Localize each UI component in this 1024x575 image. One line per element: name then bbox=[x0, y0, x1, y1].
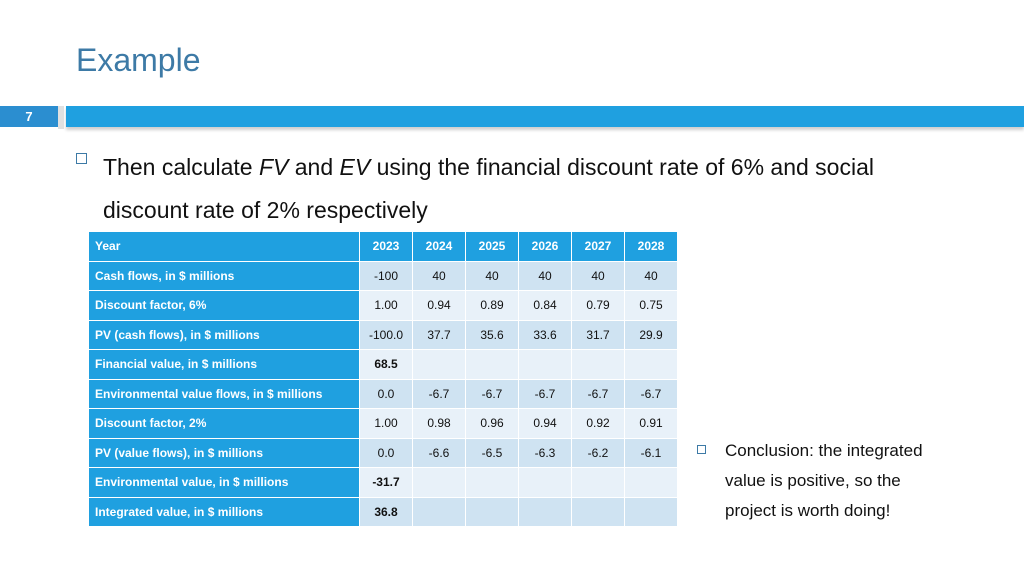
table-cell: -6.7 bbox=[571, 378, 625, 409]
conclusion-text: Conclusion: the integrated value is posi… bbox=[725, 441, 923, 520]
table-cell: 40 bbox=[571, 260, 625, 291]
table-row: Integrated value, in $ millions 36.8 bbox=[88, 496, 678, 527]
table-cell: 1.00 bbox=[359, 408, 413, 439]
header-cell-year-2028: 2028 bbox=[624, 231, 678, 262]
row-label: Cash flows, in $ millions bbox=[88, 260, 360, 291]
table-cell: 40 bbox=[412, 260, 466, 291]
main-bullet-text: Then calculate FV and EV using the finan… bbox=[103, 146, 926, 232]
row-label: Environmental value, in $ millions bbox=[88, 467, 360, 498]
table-cell: 0.96 bbox=[465, 408, 519, 439]
slide-number-shadow bbox=[58, 106, 64, 129]
table-cell: 40 bbox=[624, 260, 678, 291]
table-cell: 29.9 bbox=[624, 319, 678, 350]
table-cell: -6.6 bbox=[412, 437, 466, 468]
table-cell: -6.3 bbox=[518, 437, 572, 468]
square-bullet-icon bbox=[697, 445, 706, 454]
table-cell bbox=[518, 349, 572, 380]
table-cell: 0.75 bbox=[624, 290, 678, 321]
table-cell bbox=[624, 349, 678, 380]
table-cell: 68.5 bbox=[359, 349, 413, 380]
table-cell: 0.0 bbox=[359, 378, 413, 409]
table-cell: 0.94 bbox=[412, 290, 466, 321]
row-label: Financial value, in $ millions bbox=[88, 349, 360, 380]
header-cell-year-2026: 2026 bbox=[518, 231, 572, 262]
table-cell: -100 bbox=[359, 260, 413, 291]
table-cell: 31.7 bbox=[571, 319, 625, 350]
table-cell bbox=[518, 467, 572, 498]
main-bullet-suffix: using the financial discount rate of 6% … bbox=[103, 154, 874, 223]
table-cell: 36.8 bbox=[359, 496, 413, 527]
table-cell bbox=[412, 467, 466, 498]
main-bullet: Then calculate FV and EV using the finan… bbox=[76, 146, 926, 232]
table-row: PV (value flows), in $ millions 0.0 -6.6 -6… bbox=[88, 437, 678, 468]
table-cell bbox=[465, 467, 519, 498]
row-label: Discount factor, 2% bbox=[88, 408, 360, 439]
row-label: Environmental value flows, in $ millions bbox=[88, 378, 360, 409]
table-cell bbox=[412, 349, 466, 380]
table-cell: 40 bbox=[518, 260, 572, 291]
table-cell: 33.6 bbox=[518, 319, 572, 350]
table-cell bbox=[465, 496, 519, 527]
table-cell bbox=[571, 467, 625, 498]
slide-title: Example bbox=[76, 42, 201, 78]
table-row: PV (cash flows), in $ millions -100.0 37.7… bbox=[88, 319, 678, 350]
table-row: Financial value, in $ millions 68.5 bbox=[88, 349, 678, 380]
header-cell-year-2025: 2025 bbox=[465, 231, 519, 262]
row-label: Integrated value, in $ millions bbox=[88, 496, 360, 527]
ev-term: EV bbox=[339, 154, 371, 180]
row-label: PV (cash flows), in $ millions bbox=[88, 319, 360, 350]
table-cell: -31.7 bbox=[359, 467, 413, 498]
table-cell: -100.0 bbox=[359, 319, 413, 350]
table-cell: 0.84 bbox=[518, 290, 572, 321]
table-cell: 1.00 bbox=[359, 290, 413, 321]
table-cell: 0.94 bbox=[518, 408, 572, 439]
header-band bbox=[66, 106, 1024, 127]
table-cell: -6.7 bbox=[465, 378, 519, 409]
table-cell bbox=[624, 496, 678, 527]
table-cell: -6.2 bbox=[571, 437, 625, 468]
table-cell: 37.7 bbox=[412, 319, 466, 350]
valuation-table: Year 2023 2024 2025 2026 2027 2028 Cash … bbox=[88, 231, 678, 527]
row-label: PV (value flows), in $ millions bbox=[88, 437, 360, 468]
table-cell: -6.7 bbox=[412, 378, 466, 409]
main-bullet-middle: and bbox=[288, 154, 340, 180]
table-cell bbox=[624, 467, 678, 498]
table-cell: 0.79 bbox=[571, 290, 625, 321]
fv-term: FV bbox=[258, 154, 289, 180]
table-cell: 0.98 bbox=[412, 408, 466, 439]
table-cell: -6.7 bbox=[518, 378, 572, 409]
table-cell: 0.91 bbox=[624, 408, 678, 439]
table-row: Environmental value flows, in $ millions… bbox=[88, 378, 678, 409]
header-cell-year-2024: 2024 bbox=[412, 231, 466, 262]
table-cell: 40 bbox=[465, 260, 519, 291]
table-cell: -6.7 bbox=[624, 378, 678, 409]
header-cell-year-2023: 2023 bbox=[359, 231, 413, 262]
row-label: Discount factor, 6% bbox=[88, 290, 360, 321]
table-row: Cash flows, in $ millions -100 40 40 40 40 40 bbox=[88, 260, 678, 291]
table-cell bbox=[412, 496, 466, 527]
table-cell: 35.6 bbox=[465, 319, 519, 350]
table-cell: -6.5 bbox=[465, 437, 519, 468]
table-cell: 0.89 bbox=[465, 290, 519, 321]
header-cell-year: Year bbox=[88, 231, 360, 262]
table-cell bbox=[518, 496, 572, 527]
table-row: Environmental value, in $ millions -31.7 bbox=[88, 467, 678, 498]
square-bullet-icon bbox=[76, 153, 87, 164]
slide-number: 7 bbox=[0, 106, 58, 127]
table-cell bbox=[571, 496, 625, 527]
header-cell-year-2027: 2027 bbox=[571, 231, 625, 262]
table-header-row: Year 2023 2024 2025 2026 2027 2028 bbox=[88, 231, 678, 262]
table-cell: 0.92 bbox=[571, 408, 625, 439]
table-row: Discount factor, 6% 1.00 0.94 0.89 0.84 0.79 0… bbox=[88, 290, 678, 321]
conclusion-bullet: Conclusion: the integrated value is posi… bbox=[697, 436, 947, 526]
main-bullet-prefix: Then calculate bbox=[103, 154, 259, 180]
table-cell bbox=[465, 349, 519, 380]
table-cell bbox=[571, 349, 625, 380]
table-row: Discount factor, 2% 1.00 0.98 0.96 0.94 0.92 0… bbox=[88, 408, 678, 439]
table-cell: 0.0 bbox=[359, 437, 413, 468]
table-cell: -6.1 bbox=[624, 437, 678, 468]
